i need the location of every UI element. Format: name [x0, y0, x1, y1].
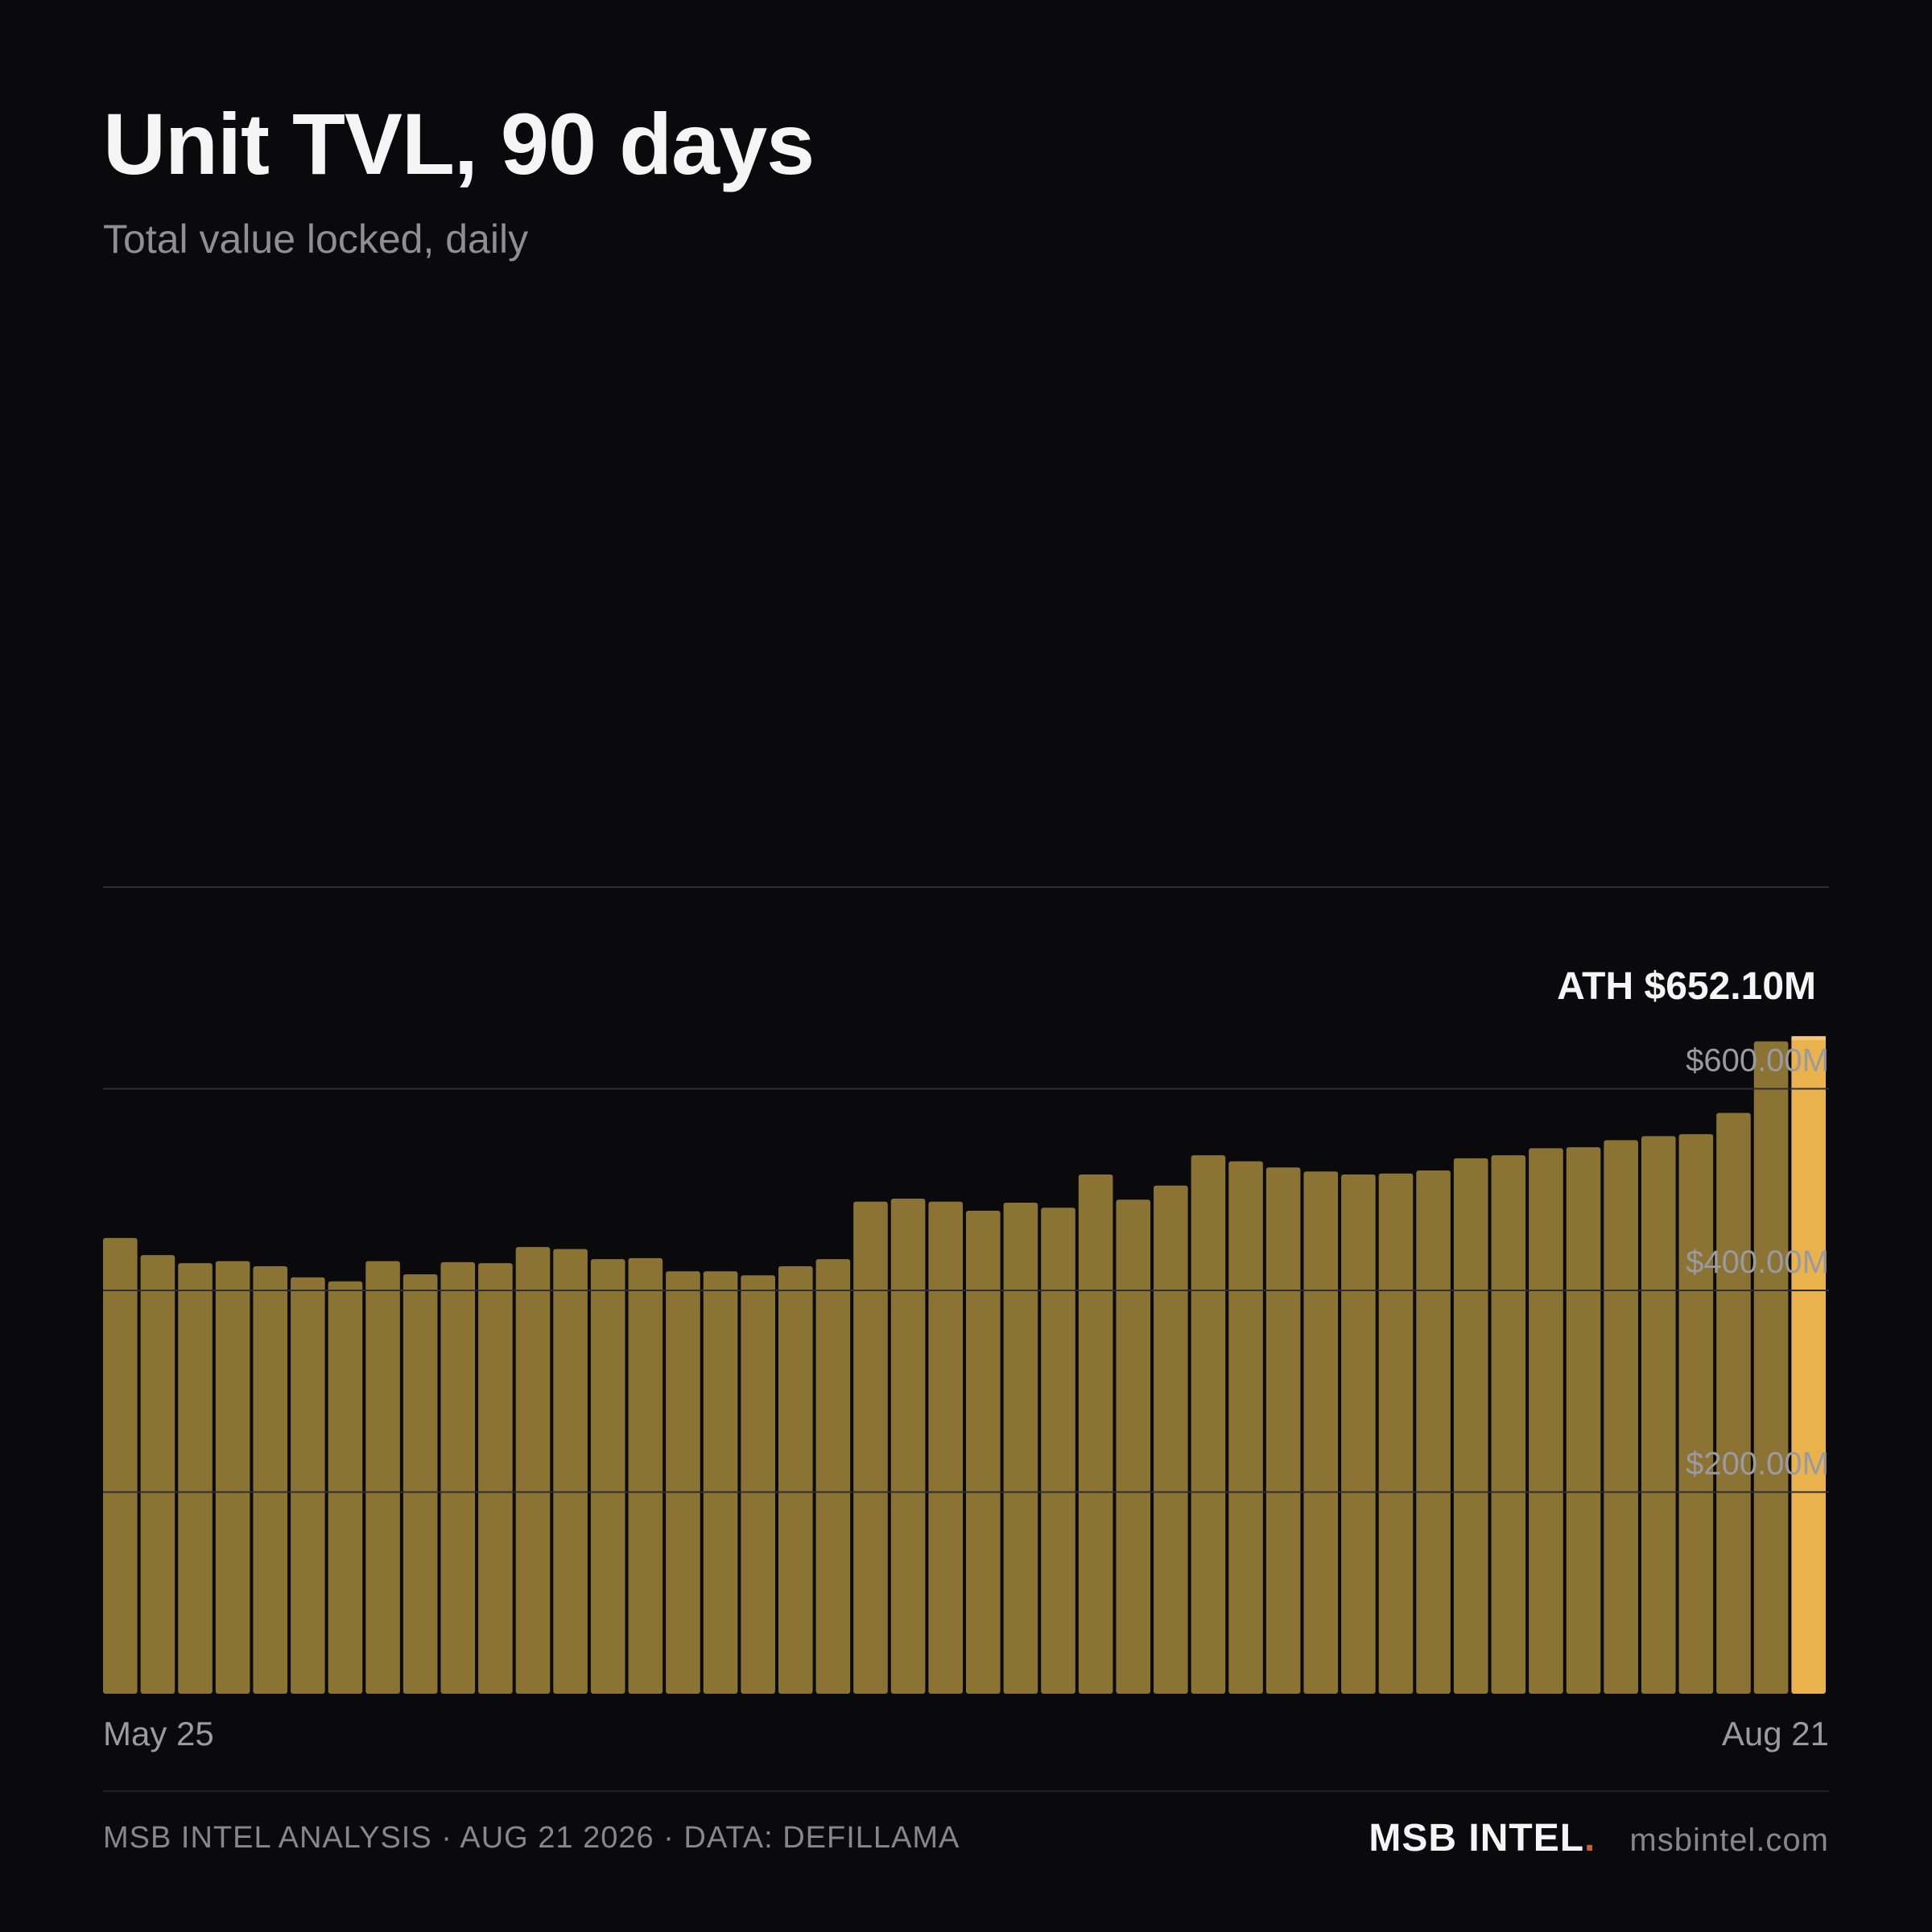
- bar: [253, 1265, 288, 1694]
- bar: [1116, 1199, 1151, 1694]
- bar: [1641, 1136, 1676, 1694]
- bar: [478, 1263, 513, 1694]
- bar-latest: [1791, 1036, 1826, 1694]
- bar: [703, 1271, 738, 1694]
- bar: [1041, 1208, 1075, 1694]
- bar: [365, 1261, 400, 1694]
- bar: [215, 1261, 250, 1694]
- bar: [590, 1259, 625, 1694]
- bar: [628, 1257, 663, 1694]
- bar: [778, 1265, 813, 1694]
- bar: [928, 1201, 963, 1694]
- bar: [1265, 1167, 1301, 1694]
- bar: [1529, 1148, 1563, 1694]
- bar: [1003, 1203, 1038, 1694]
- ath-annotation: ATH $652.10M: [1557, 965, 1816, 1008]
- bar: [741, 1275, 775, 1694]
- bar: [1604, 1140, 1638, 1694]
- bar: [402, 1274, 438, 1694]
- x-tick-label-start: May 25: [103, 1715, 214, 1752]
- bar: [1678, 1133, 1714, 1694]
- bar: [328, 1281, 363, 1694]
- bar: [966, 1211, 1001, 1694]
- bar: [515, 1247, 551, 1694]
- chart-subtitle: Total value locked, daily: [103, 217, 529, 262]
- bar: [1378, 1173, 1414, 1694]
- bar: [1154, 1185, 1188, 1694]
- bar: [1078, 1174, 1113, 1694]
- footer-divider: [103, 1790, 1829, 1792]
- y-tick-label: $200.00M: [1686, 1447, 1829, 1482]
- brand-url[interactable]: msbintel.com: [1629, 1823, 1829, 1858]
- bar: [815, 1259, 851, 1694]
- bar: [1228, 1161, 1263, 1694]
- brand: MSB INTEL. msbintel.com: [1368, 1816, 1829, 1860]
- bar: [291, 1277, 325, 1694]
- bar: [1753, 1041, 1789, 1694]
- bar: [1416, 1170, 1451, 1694]
- x-tick-label-end: Aug 21: [1722, 1715, 1829, 1752]
- bar: [1303, 1171, 1339, 1694]
- bar: [1341, 1174, 1376, 1694]
- bar: [666, 1271, 700, 1694]
- y-tick-label: $600.00M: [1686, 1043, 1829, 1079]
- bar: [853, 1201, 888, 1694]
- bar-latest-cap: [1791, 1036, 1826, 1041]
- bar: [1716, 1113, 1751, 1694]
- brand-logo: MSB INTEL.: [1368, 1816, 1596, 1860]
- bar: [553, 1249, 588, 1694]
- bar-chart: $200.00M $400.00M $600.00M ATH $652.10M May …: [103, 886, 1829, 1752]
- brand-name: MSB INTEL: [1368, 1817, 1585, 1860]
- footer-source: MSB INTEL ANALYSIS · AUG 21 2026 · DATA:…: [103, 1821, 960, 1855]
- bar: [1191, 1155, 1226, 1694]
- chart-title: Unit TVL, 90 days: [103, 95, 815, 192]
- bar: [103, 1237, 138, 1694]
- brand-dot: .: [1584, 1817, 1596, 1860]
- bar: [1491, 1155, 1526, 1694]
- bar: [140, 1255, 175, 1694]
- bar: [890, 1199, 926, 1694]
- bar: [440, 1261, 476, 1694]
- y-tick-label: $400.00M: [1686, 1245, 1829, 1280]
- bar: [1453, 1158, 1488, 1694]
- bar: [178, 1263, 213, 1694]
- bar: [1566, 1147, 1601, 1694]
